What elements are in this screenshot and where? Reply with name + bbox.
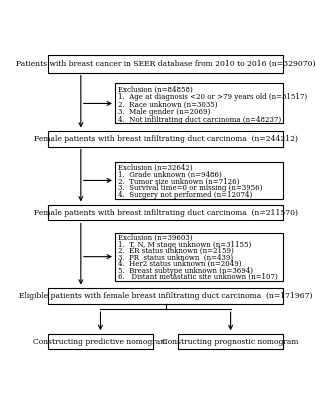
Text: Female patients with breast infiltrating duct carcinoma  (n=244212): Female patients with breast infiltrating…: [34, 135, 297, 143]
Text: 3.  Survival time=0 or missing (n=3956): 3. Survival time=0 or missing (n=3956): [119, 184, 263, 192]
Text: 4.  Not infiltrating duct carcinoma (n=48237): 4. Not infiltrating duct carcinoma (n=48…: [119, 116, 282, 124]
Text: 2.  ER status unknown (n=2159): 2. ER status unknown (n=2159): [119, 247, 234, 255]
Text: Exclusion (n=84858): Exclusion (n=84858): [119, 85, 193, 93]
Text: Female patients with breast infiltrating duct carcinoma  (n=211570): Female patients with breast infiltrating…: [34, 209, 297, 217]
Bar: [48, 334, 153, 349]
Bar: [116, 233, 283, 280]
Text: 5.  Breast subtype unknown (n=3694): 5. Breast subtype unknown (n=3694): [119, 267, 254, 275]
Text: 6.   Distant metastatic site unknown (n=107): 6. Distant metastatic site unknown (n=10…: [119, 273, 278, 281]
Text: Patients with breast cancer in SEER database from 2010 to 2016 (n=329070): Patients with breast cancer in SEER data…: [16, 60, 315, 68]
Text: Constructing predictive nomogram: Constructing predictive nomogram: [33, 338, 168, 346]
Text: 3.  PR  status unknown  (n=439): 3. PR status unknown (n=439): [119, 254, 234, 262]
Text: 4.  Surgery not performed (n=12074): 4. Surgery not performed (n=12074): [119, 192, 253, 200]
Text: 1.  T, N, M stage unknown (n=31155): 1. T, N, M stage unknown (n=31155): [119, 241, 252, 249]
Text: 3.  Male gender (n=2069): 3. Male gender (n=2069): [119, 108, 211, 116]
Text: 1.  Age at diagnosis <20 or >79 years old (n=31517): 1. Age at diagnosis <20 or >79 years old…: [119, 93, 307, 101]
Text: Constructing prognostic nomogram: Constructing prognostic nomogram: [162, 338, 299, 346]
Bar: [48, 205, 283, 220]
Bar: [48, 55, 283, 73]
Text: Exclusion (n=32642): Exclusion (n=32642): [119, 164, 193, 172]
Bar: [116, 162, 283, 199]
Text: Eligible patients with female breast infiltrating duct carcinoma  (n=171967): Eligible patients with female breast inf…: [19, 292, 312, 300]
Bar: [48, 131, 283, 146]
Text: Exclusion (n=39603): Exclusion (n=39603): [119, 234, 193, 242]
Text: 2.  Race unknown (n=3035): 2. Race unknown (n=3035): [119, 100, 218, 108]
Text: 2.  Tumor size unknown (n=7126): 2. Tumor size unknown (n=7126): [119, 178, 240, 186]
Text: 1.  Grade unknown (n=9486): 1. Grade unknown (n=9486): [119, 170, 222, 178]
Bar: [48, 288, 283, 304]
Text: 4.  Her2 status unknown (n=2049): 4. Her2 status unknown (n=2049): [119, 260, 242, 268]
Bar: [116, 84, 283, 124]
Bar: [178, 334, 283, 349]
